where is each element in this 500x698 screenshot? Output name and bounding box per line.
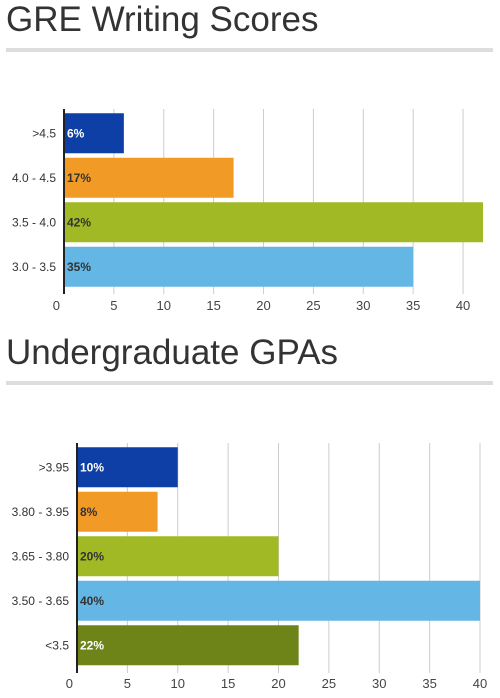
- gpa-category-label: >3.95: [39, 460, 70, 474]
- gre-category-label: 3.0 - 3.5: [12, 260, 56, 274]
- gpa-x-tick-label: 20: [271, 676, 285, 691]
- gpa-category-label: 3.50 - 3.65: [12, 594, 70, 608]
- gpa-x-tick-label: 40: [473, 676, 487, 691]
- gpa-data-label: 8%: [80, 505, 98, 519]
- gpa-category-label: 3.65 - 3.80: [12, 549, 70, 563]
- gpa-chart-title: Undergraduate GPAs: [6, 333, 339, 372]
- gre-x-tick-label: 25: [306, 298, 320, 313]
- gre-x-tick-label: 10: [157, 298, 171, 313]
- gre-data-label: 42%: [67, 215, 91, 229]
- gre-x-tick-label: 40: [456, 298, 470, 313]
- gpa-data-label: 20%: [80, 549, 104, 563]
- gre-x-tick-label: 15: [206, 298, 220, 313]
- gre-x-tick-label: 20: [256, 298, 270, 313]
- gpa-x-tick-label: 30: [372, 676, 386, 691]
- gpa-data-label: 40%: [80, 594, 104, 608]
- gre-bar: [64, 113, 124, 154]
- gpa-data-label: 22%: [80, 638, 104, 652]
- gre-writing-chart: 0 5 10 15 20 25 30 35 40 >4.5 6% 4.0 - 4.5 17% 3.5 - …: [12, 109, 483, 313]
- gre-category-label: 3.5 - 4.0: [12, 215, 56, 229]
- gre-data-label: 6%: [67, 126, 85, 140]
- gpa-x-tick-label: 5: [124, 676, 131, 691]
- gpa-bar: [77, 580, 480, 621]
- gpa-bar: [77, 447, 178, 488]
- gpa-chart: 0 5 10 15 20 25 30 35 40 >3.95 10% 3.80 - 3.95 8% 3.6…: [12, 443, 487, 691]
- gre-bar: [64, 157, 234, 198]
- gpa-data-label: 10%: [80, 460, 104, 474]
- gpa-bar: [77, 625, 299, 666]
- gre-data-label: 17%: [67, 171, 91, 185]
- gpa-x-tick-label: 15: [221, 676, 235, 691]
- gpa-x-tick-label: 35: [422, 676, 436, 691]
- gpa-category-label: 3.80 - 3.95: [12, 505, 70, 519]
- gpa-bar: [77, 536, 279, 577]
- gpa-title-divider: [6, 381, 493, 385]
- gre-chart-title: GRE Writing Scores: [6, 0, 319, 39]
- gre-bar: [64, 246, 414, 287]
- gre-x-tick-label: 30: [356, 298, 370, 313]
- gre-bar: [64, 202, 483, 243]
- gre-data-label: 35%: [67, 260, 91, 274]
- gpa-x-tick-label: 25: [322, 676, 336, 691]
- gre-x-tick-label: 35: [406, 298, 420, 313]
- gpa-x-tick-label: 0: [66, 676, 73, 691]
- gpa-category-label: <3.5: [45, 638, 69, 652]
- gpa-bar: [77, 491, 158, 532]
- gre-title-divider: [6, 48, 493, 52]
- gre-x-tick-label: 0: [53, 298, 60, 313]
- gre-category-label: >4.5: [32, 126, 56, 140]
- gre-x-tick-label: 5: [110, 298, 117, 313]
- gre-category-label: 4.0 - 4.5: [12, 171, 56, 185]
- gpa-x-tick-label: 10: [171, 676, 185, 691]
